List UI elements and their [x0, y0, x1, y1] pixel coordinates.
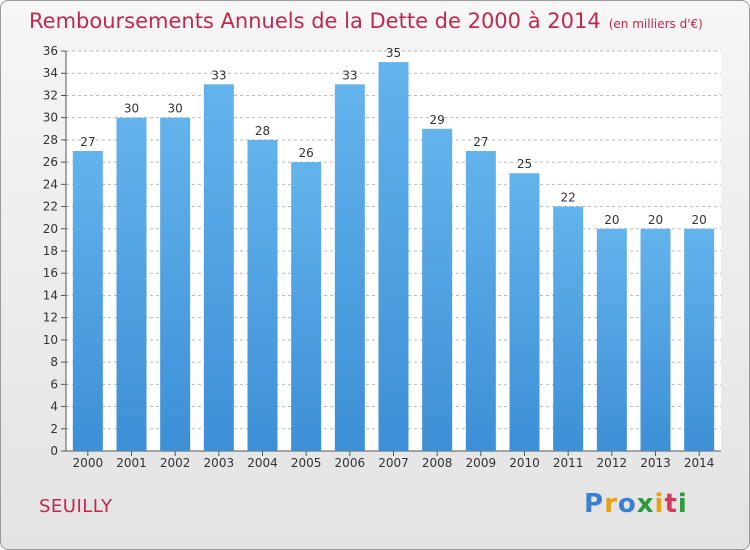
x-tick-label: 2000 [73, 456, 104, 470]
data-label: 27 [473, 135, 488, 149]
y-tick-label: 30 [43, 111, 58, 125]
y-tick-label: 34 [43, 66, 58, 80]
bar [334, 84, 365, 451]
data-label: 35 [386, 46, 401, 60]
bar [72, 151, 103, 451]
y-tick-label: 26 [43, 155, 58, 169]
chart-title-text: Remboursements Annuels de la Dette de 20… [29, 9, 601, 33]
logo-letter: o [617, 489, 637, 519]
data-label: 33 [342, 68, 357, 82]
x-tick-label: 2013 [640, 456, 671, 470]
bar [116, 117, 147, 452]
x-tick-label: 2011 [553, 456, 584, 470]
y-tick-label: 32 [43, 88, 58, 102]
y-tick-label: 36 [43, 44, 58, 58]
data-label: 25 [517, 157, 532, 171]
x-tick-label: 2014 [684, 456, 715, 470]
logo-letter: x [636, 489, 655, 519]
data-label: 22 [561, 191, 576, 205]
bar [203, 84, 234, 451]
bar [160, 117, 191, 452]
bar [596, 228, 627, 451]
x-tick-label: 2009 [466, 456, 497, 470]
bar [553, 206, 584, 451]
proxiti-logo: Proxiti [584, 489, 688, 519]
x-tick-label: 2002 [160, 456, 191, 470]
y-tick-label: 16 [43, 266, 58, 280]
data-label: 26 [299, 146, 314, 160]
bar [465, 151, 496, 451]
y-tick-label: 22 [43, 200, 58, 214]
data-label: 20 [692, 213, 707, 227]
logo-letter: P [584, 489, 605, 519]
data-label: 29 [430, 113, 445, 127]
y-tick-label: 2 [50, 422, 58, 436]
x-tick-label: 2005 [291, 456, 322, 470]
data-label: 20 [604, 213, 619, 227]
y-tick-label: 28 [43, 133, 58, 147]
bar [247, 139, 278, 451]
x-tick-label: 2003 [204, 456, 235, 470]
bar [291, 162, 322, 451]
x-tick-label: 2007 [378, 456, 409, 470]
y-tick-label: 0 [50, 444, 58, 458]
data-label: 30 [168, 102, 183, 116]
bar [640, 228, 671, 451]
data-label: 20 [648, 213, 663, 227]
logo-letter: i [654, 489, 665, 519]
data-label: 28 [255, 124, 270, 138]
y-tick-label: 20 [43, 222, 58, 236]
bar [509, 173, 540, 451]
data-label: 27 [80, 135, 95, 149]
logo-letter: r [604, 489, 618, 519]
x-tick-label: 2006 [335, 456, 366, 470]
bar [378, 62, 409, 451]
y-tick-label: 4 [50, 400, 58, 414]
y-tick-label: 14 [43, 288, 58, 302]
y-tick-label: 24 [43, 177, 58, 191]
y-tick-label: 8 [50, 355, 58, 369]
chart-title: Remboursements Annuels de la Dette de 20… [29, 9, 703, 33]
x-tick-label: 2004 [247, 456, 278, 470]
logo-letter: i [677, 489, 688, 519]
logo-letter: t [664, 489, 678, 519]
commune-name: SEUILLY [39, 496, 113, 517]
y-tick-label: 12 [43, 311, 58, 325]
data-label: 30 [124, 102, 139, 116]
data-label: 33 [211, 68, 226, 82]
x-tick-label: 2012 [597, 456, 628, 470]
x-tick-label: 2010 [509, 456, 540, 470]
x-tick-label: 2008 [422, 456, 453, 470]
chart-unit-label: (en milliers d'€) [608, 17, 703, 31]
y-tick-label: 10 [43, 333, 58, 347]
y-tick-label: 6 [50, 377, 58, 391]
bar [422, 128, 453, 451]
bar [684, 228, 715, 451]
x-tick-label: 2001 [116, 456, 147, 470]
y-tick-label: 18 [43, 244, 58, 258]
